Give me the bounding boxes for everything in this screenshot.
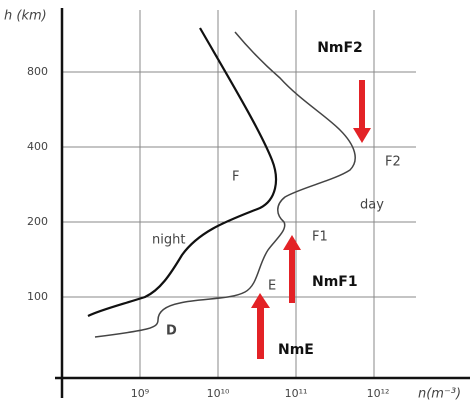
y-tick-label: 400 <box>27 140 48 153</box>
x-tick-label: 10⁹ <box>131 387 149 400</box>
arrow-nmf1 <box>289 248 295 303</box>
label: D <box>166 324 177 339</box>
y-tick-label: 200 <box>27 215 48 228</box>
x-axis-label: n(m⁻³) <box>418 387 461 402</box>
arrow-head <box>251 293 270 308</box>
day-curve <box>94 31 356 338</box>
label: night <box>152 233 185 248</box>
x-tick-label: 10¹⁰ <box>207 387 230 400</box>
y-tick-label: 100 <box>27 290 48 303</box>
label: F2 <box>385 155 401 170</box>
x-tick-label: 10¹¹ <box>285 387 308 400</box>
arrows <box>251 80 371 359</box>
arrow-head <box>283 235 301 250</box>
label: NmF2 <box>317 40 363 56</box>
grid <box>62 10 416 378</box>
label: F <box>232 170 239 185</box>
night-curve <box>87 27 278 317</box>
x-tick-label: 10¹² <box>367 387 390 400</box>
label: day <box>360 198 384 213</box>
y-tick-label: 800 <box>27 65 48 78</box>
y-axis-label: h (km) <box>4 9 47 24</box>
label: NmF1 <box>312 274 358 290</box>
label: E <box>268 279 276 294</box>
arrow-head <box>353 128 371 143</box>
arrow-nmf2 <box>359 80 365 130</box>
arrow-nme <box>257 306 264 359</box>
label: NmE <box>278 342 314 358</box>
label: F1 <box>312 230 328 245</box>
